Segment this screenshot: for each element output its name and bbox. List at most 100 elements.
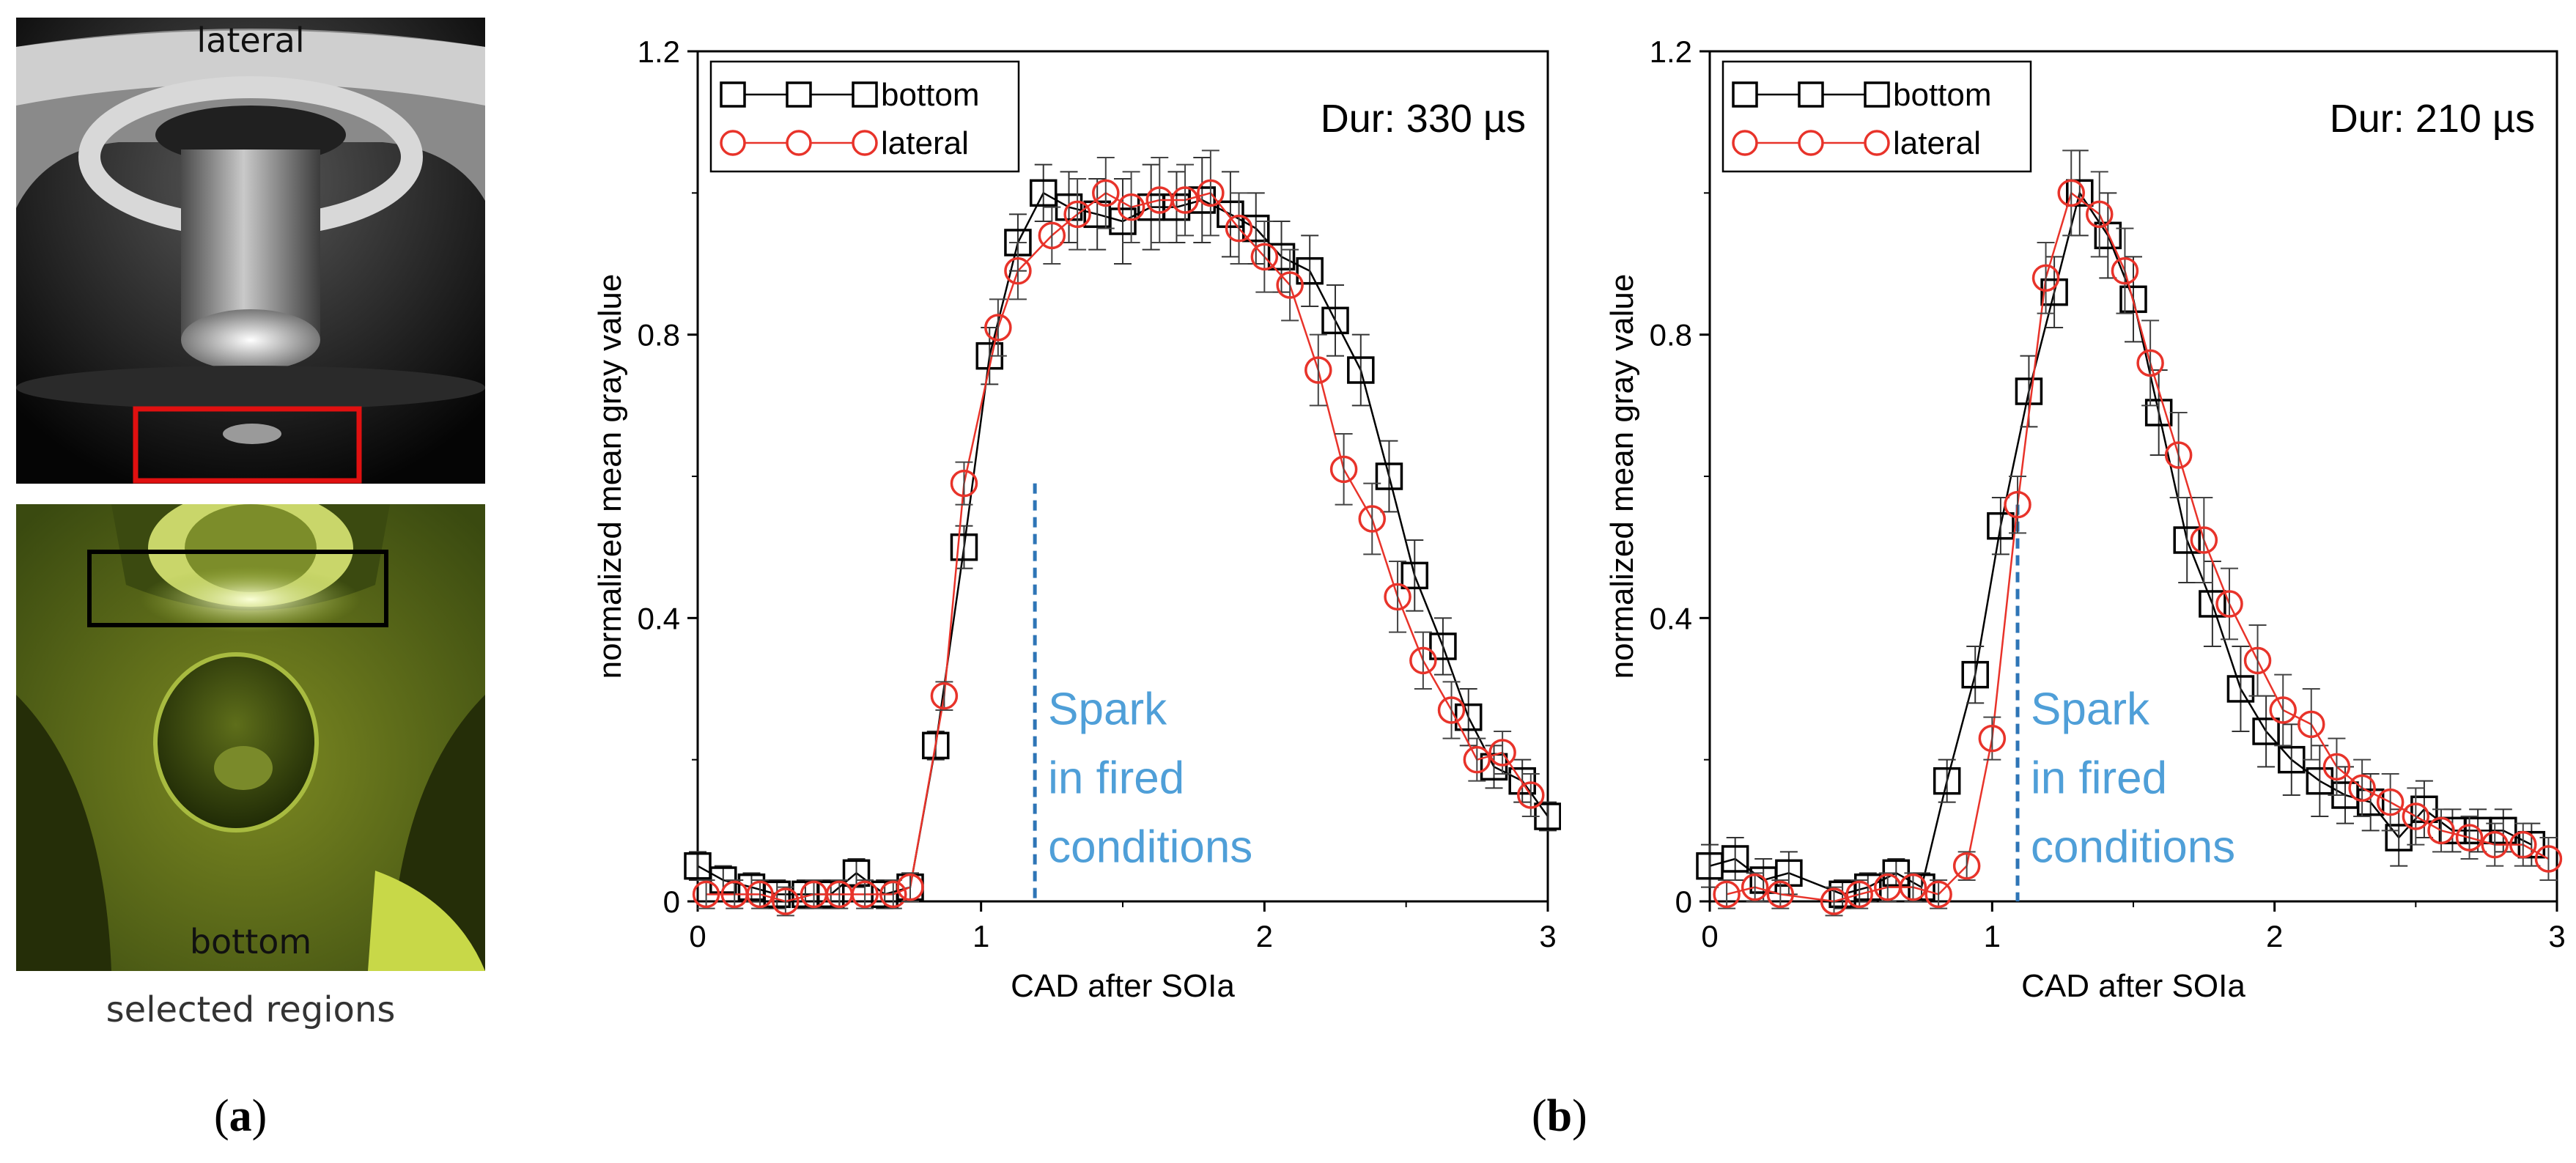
bottom-view-image xyxy=(16,504,485,971)
data-point-lateral xyxy=(950,469,978,498)
data-point-lateral xyxy=(984,314,1012,341)
spark-annotation-text: conditions xyxy=(2031,822,2235,872)
legend-box xyxy=(709,60,1020,173)
panel-b-label: (b) xyxy=(1532,1091,1587,1141)
data-point-lateral xyxy=(1409,646,1437,675)
data-point-lateral xyxy=(930,682,959,710)
data-point-bottom xyxy=(1188,186,1217,214)
legend-marker-bottom xyxy=(1798,81,1824,108)
data-point-lateral xyxy=(1488,739,1516,767)
x-tick-label: 2 xyxy=(1256,919,1273,953)
legend-marker-bottom xyxy=(786,81,812,108)
data-point-lateral xyxy=(1250,243,1279,271)
legend-marker-lateral xyxy=(720,130,746,156)
data-point-lateral xyxy=(2509,830,2537,859)
data-point-lateral xyxy=(2481,830,2509,859)
data-point-lateral xyxy=(1437,696,1466,724)
legend-marker-bottom xyxy=(852,81,878,108)
data-point-lateral xyxy=(1463,745,1491,774)
spark-annotation-text: in fired xyxy=(1048,753,1184,803)
data-point-lateral xyxy=(2004,490,2031,519)
x-tick-label: 0 xyxy=(689,919,706,953)
bottom-label: bottom xyxy=(189,922,312,961)
data-point-lateral xyxy=(2348,774,2376,802)
data-point-lateral xyxy=(1978,724,2007,753)
panel-a-letter: a xyxy=(229,1091,252,1141)
data-point-lateral xyxy=(2376,788,2405,816)
data-point-bottom xyxy=(1347,356,1375,384)
data-point-bottom xyxy=(1508,767,1536,795)
data-point-lateral xyxy=(1741,873,1769,901)
data-point-lateral xyxy=(692,880,720,909)
panel-b-letter: b xyxy=(1546,1091,1573,1141)
spark-annotation-text: in fired xyxy=(2031,753,2167,803)
chart-dur-210: 0 1 2 3 0 0.4 0.8 1.2 CAD after SOIa normalized m… xyxy=(1604,34,2566,1004)
data-point-lateral xyxy=(1304,356,1332,384)
legend-marker-lateral xyxy=(852,130,878,156)
data-point-lateral xyxy=(2269,696,2297,724)
y-tick-label: 0 xyxy=(1675,885,1692,919)
data-point-lateral xyxy=(851,880,879,909)
spark-annotation-text: conditions xyxy=(1048,822,1252,872)
data-point-bottom xyxy=(2015,377,2043,405)
y-tick-label: 1.2 xyxy=(638,34,680,69)
data-point-lateral xyxy=(1952,852,1981,880)
y-tick-label: 1.2 xyxy=(1650,34,1692,69)
lateral-label: lateral xyxy=(196,21,305,60)
legend-label-bottom: bottom xyxy=(881,77,980,113)
lateral-view-image xyxy=(16,18,485,484)
y-tick-label: 0.8 xyxy=(1650,318,1692,352)
x-tick-label: 1 xyxy=(973,919,989,953)
legend-label-lateral: lateral xyxy=(881,125,969,161)
data-point-bottom xyxy=(1296,256,1324,285)
spark-annotation-text: Spark xyxy=(2031,684,2150,734)
data-point-lateral xyxy=(1713,880,1741,909)
data-point-lateral xyxy=(2031,264,2060,292)
data-point-bottom xyxy=(1375,462,1403,490)
legend-label-bottom: bottom xyxy=(1893,77,1992,113)
legend-marker-lateral xyxy=(786,130,812,156)
bottom-view-photo: bottom xyxy=(16,504,485,971)
data-point-lateral xyxy=(2136,349,2164,377)
data-point-lateral xyxy=(1766,880,1795,909)
data-point-bottom xyxy=(1429,632,1457,660)
data-point-lateral xyxy=(2298,710,2325,739)
data-point-lateral xyxy=(2322,753,2351,781)
data-point-lateral xyxy=(2111,256,2139,285)
data-point-bottom xyxy=(1321,306,1349,335)
data-point-lateral xyxy=(1924,880,1952,909)
data-point-lateral xyxy=(2215,590,2243,618)
data-point-lateral xyxy=(2402,802,2430,830)
x-tick-label: 3 xyxy=(2548,919,2565,953)
data-point-bottom xyxy=(1029,179,1058,207)
data-point-lateral xyxy=(1038,221,1066,250)
y-axis-label: normalized mean gray value xyxy=(592,274,628,679)
chart-dur-330: 0 1 2 3 0 0.4 0.8 1.2 CAD after SOIa normalized m… xyxy=(592,34,1561,1004)
chart-title: Dur: 330 µs xyxy=(1321,97,1526,141)
data-point-lateral xyxy=(772,887,800,915)
data-point-bottom xyxy=(2119,285,2147,314)
data-point-lateral xyxy=(1329,455,1358,484)
data-point-bottom xyxy=(2252,717,2280,745)
data-point-bottom xyxy=(1217,200,1244,229)
chart-title: Dur: 210 µs xyxy=(2330,97,2535,141)
data-point-lateral xyxy=(1384,583,1411,611)
data-point-bottom xyxy=(2356,788,2385,816)
data-point-bottom xyxy=(950,533,978,561)
data-point-lateral xyxy=(879,880,907,909)
data-point-lateral xyxy=(2164,441,2193,469)
legend-marker-bottom xyxy=(1732,81,1758,108)
spark-annotation-text: Spark xyxy=(1048,684,1167,734)
data-point-bottom xyxy=(1721,845,1749,873)
y-tick-label: 0 xyxy=(663,885,680,919)
legend-marker-lateral xyxy=(1864,130,1890,156)
data-point-lateral xyxy=(1225,214,1253,243)
legend-label-lateral: lateral xyxy=(1893,125,1981,161)
x-axis-label: CAD after SOIa xyxy=(1011,968,1235,1004)
data-point-bottom xyxy=(922,731,950,760)
data-point-bottom xyxy=(2306,767,2334,795)
data-point-bottom xyxy=(2226,675,2255,703)
data-point-lateral xyxy=(1276,271,1304,299)
legend-marker-lateral xyxy=(1732,130,1758,156)
data-point-lateral xyxy=(1117,193,1145,221)
